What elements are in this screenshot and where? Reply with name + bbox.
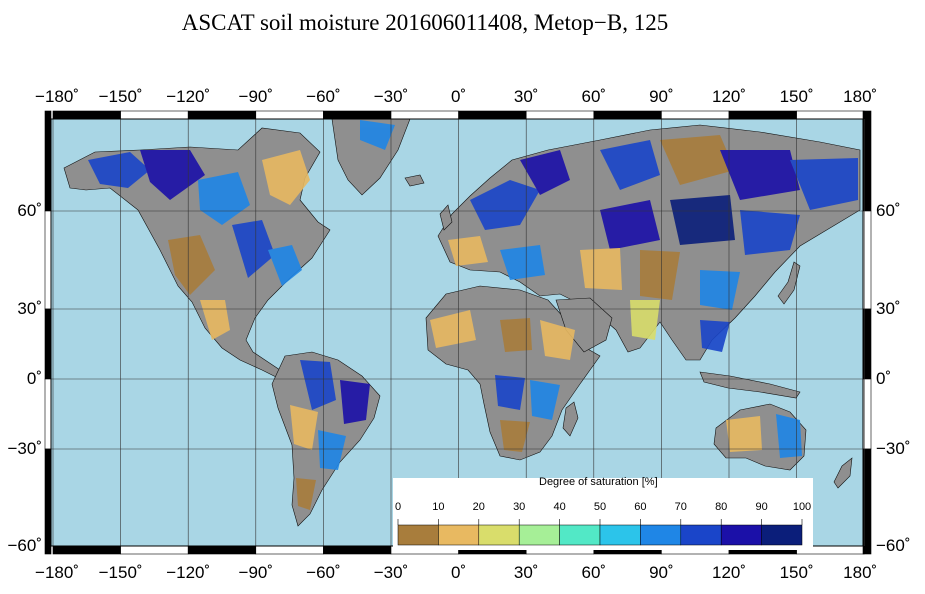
soil-moisture-layer bbox=[88, 120, 858, 510]
frame-segment bbox=[120, 110, 189, 120]
colorbar-swatch bbox=[599, 524, 641, 546]
colorbar-swatch bbox=[397, 524, 439, 546]
latitude-label: 30˚ bbox=[17, 299, 42, 318]
latitude-label: −30˚ bbox=[7, 439, 43, 458]
frame-segment bbox=[255, 545, 324, 555]
colorbar-swatch bbox=[518, 524, 560, 546]
longitude-label: −120˚ bbox=[166, 87, 211, 106]
latitude-label: −60˚ bbox=[876, 536, 911, 555]
colorbar-swatch bbox=[438, 524, 480, 546]
longitude-label: 150˚ bbox=[779, 87, 814, 106]
frame-segment bbox=[187, 545, 257, 555]
frame-segment bbox=[120, 545, 189, 555]
longitude-label: 0˚ bbox=[451, 87, 467, 106]
frame-segment bbox=[44, 110, 52, 212]
iceland-land bbox=[404, 174, 425, 187]
frame-segment bbox=[44, 378, 52, 450]
frame-segment bbox=[44, 308, 52, 380]
frame-segment bbox=[323, 545, 392, 555]
longitude-label: 90˚ bbox=[649, 563, 674, 582]
longitude-label: −30˚ bbox=[373, 563, 409, 582]
longitude-label: −60˚ bbox=[306, 87, 341, 106]
longitude-label: 180˚ bbox=[843, 87, 878, 106]
frame-segment bbox=[796, 110, 865, 120]
colorbar-label: 70 bbox=[674, 501, 687, 513]
longitude-label: −150˚ bbox=[98, 87, 143, 106]
longitude-label: 150˚ bbox=[779, 563, 814, 582]
colorbar-label: 10 bbox=[432, 501, 445, 513]
latitude-label: 30˚ bbox=[876, 299, 901, 318]
graticule bbox=[51, 119, 865, 546]
madagascar-land bbox=[562, 401, 579, 437]
indonesia-land bbox=[699, 371, 801, 399]
longitude-label: −150˚ bbox=[98, 563, 143, 582]
frame-segment bbox=[52, 110, 121, 120]
colorbar-swatch bbox=[559, 524, 601, 546]
frame-segment bbox=[390, 110, 459, 120]
longitude-label: 180˚ bbox=[843, 563, 878, 582]
colorbar-title: Degree of saturation [%] bbox=[539, 476, 658, 488]
greenland-land bbox=[331, 118, 411, 196]
latitude-label: 60˚ bbox=[17, 201, 42, 220]
japan-land bbox=[777, 261, 801, 305]
frame-segment bbox=[44, 210, 52, 310]
latitude-label: 60˚ bbox=[876, 201, 901, 220]
longitude-label: −90˚ bbox=[238, 87, 274, 106]
longitude-label: 30˚ bbox=[513, 87, 539, 106]
colorbar-label: 40 bbox=[553, 501, 566, 513]
longitude-label: 30˚ bbox=[513, 563, 539, 582]
colorbar-label: 80 bbox=[715, 501, 728, 513]
new-zealand-land bbox=[833, 457, 853, 489]
longitude-label: 60˚ bbox=[581, 87, 607, 106]
longitude-label: −60˚ bbox=[306, 563, 341, 582]
frame-segment bbox=[458, 110, 527, 120]
longitude-label: 120˚ bbox=[711, 87, 747, 106]
longitude-label: −180˚ bbox=[35, 87, 79, 106]
frame-segment bbox=[728, 110, 797, 120]
longitude-label: 0˚ bbox=[451, 563, 467, 582]
latitude-label: 0˚ bbox=[876, 369, 892, 388]
colorbar-swatch bbox=[720, 524, 762, 546]
colorbar-label: 0 bbox=[394, 501, 402, 513]
latitude-label: −30˚ bbox=[876, 439, 911, 458]
colorbar-swatch bbox=[761, 524, 803, 546]
frame-segment bbox=[525, 110, 595, 120]
longitude-label: 60˚ bbox=[581, 563, 607, 582]
colorbar-label: 30 bbox=[513, 501, 526, 513]
latitude-label: 0˚ bbox=[26, 369, 42, 388]
colorbar-label: 60 bbox=[634, 501, 647, 513]
colorbar-swatch bbox=[680, 524, 722, 546]
map-title: ASCAT soil moisture 201606011408, Metop−… bbox=[181, 10, 669, 35]
frame-segment bbox=[187, 110, 257, 120]
frame-segment bbox=[323, 110, 392, 120]
frame-segment bbox=[52, 545, 121, 555]
frame-segment bbox=[661, 110, 730, 120]
longitude-label: −180˚ bbox=[35, 563, 79, 582]
longitude-label: −90˚ bbox=[238, 563, 274, 582]
colorbar bbox=[397, 519, 803, 546]
longitude-label: 90˚ bbox=[649, 87, 674, 106]
colorbar-swatch bbox=[478, 524, 520, 546]
longitude-label: −30˚ bbox=[373, 87, 409, 106]
colorbar-label: 50 bbox=[593, 501, 607, 513]
frame-segment bbox=[255, 110, 324, 120]
frame-segment bbox=[593, 110, 662, 120]
colorbar-label: 100 bbox=[792, 501, 812, 513]
colorbar-label: 20 bbox=[472, 501, 485, 513]
longitude-label: 120˚ bbox=[711, 563, 747, 582]
longitude-label: −120˚ bbox=[166, 563, 211, 582]
colorbar-swatch bbox=[640, 524, 682, 546]
latitude-label: −60˚ bbox=[7, 536, 43, 555]
frame-segment bbox=[44, 448, 52, 555]
colorbar-label: 90 bbox=[755, 501, 768, 513]
